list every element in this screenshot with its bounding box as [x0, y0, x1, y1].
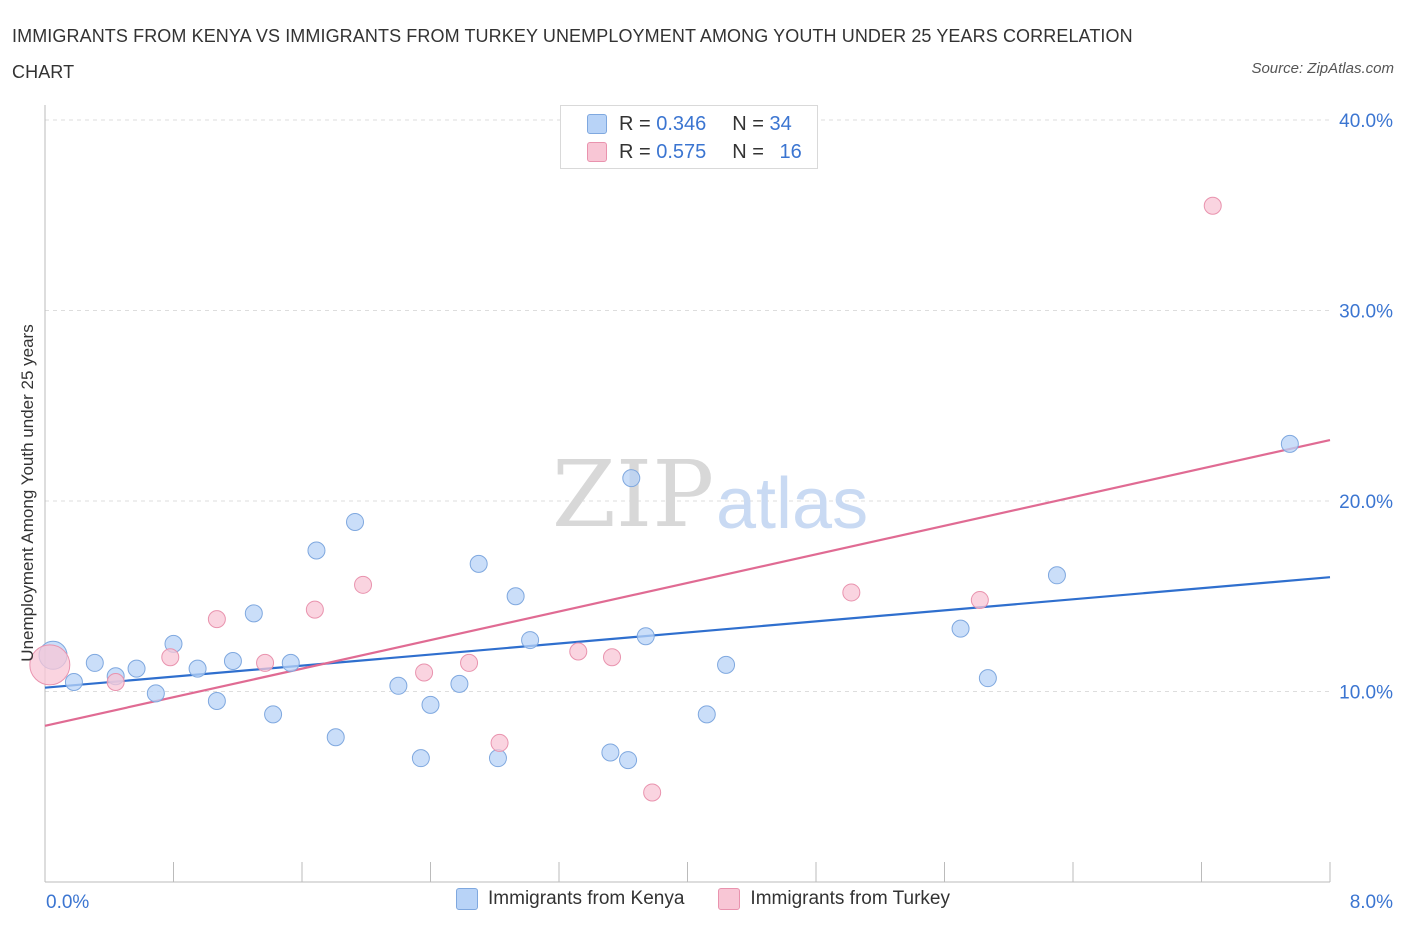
kenya-point [389, 676, 408, 695]
turkey-point [161, 648, 180, 667]
kenya-point [64, 672, 83, 691]
kenya-point [619, 751, 638, 770]
legend-item-turkey: Immigrants from Turkey [718, 888, 950, 910]
legend-label-turkey: Immigrants from Turkey [750, 888, 950, 909]
trend-line-kenya [44, 576, 1331, 689]
legend-row-turkey: R = 0.575 N = 16 [587, 139, 802, 165]
kenya-point [85, 653, 104, 672]
turkey-point [354, 575, 373, 594]
turkey-point [1203, 196, 1222, 215]
watermark-atlas: atlas [716, 464, 868, 544]
x-tick-label: 8.0% [1350, 892, 1393, 913]
turkey-legend-swatch [718, 888, 741, 910]
kenya-point [697, 705, 716, 724]
legend-row-kenya: R = 0.346 N = 34 [587, 111, 792, 137]
watermark-zip: ZIP [552, 441, 714, 548]
kenya-point [450, 674, 469, 693]
turkey-point [970, 591, 989, 610]
turkey-point [207, 610, 226, 629]
turkey-swatch [587, 142, 607, 162]
kenya-point [978, 669, 997, 688]
kenya-point [421, 695, 440, 714]
kenya-swatch [587, 114, 607, 134]
turkey-point [305, 600, 324, 619]
kenya-point [307, 541, 326, 560]
kenya-point [636, 627, 655, 646]
kenya-point [951, 619, 970, 638]
turkey-point [460, 653, 479, 672]
y-tick-label: 30.0% [1339, 302, 1393, 323]
axes [44, 105, 1331, 883]
data-points [29, 196, 1299, 802]
kenya-point [717, 655, 736, 674]
y-tick-label: 20.0% [1339, 492, 1393, 513]
kenya-point [207, 692, 226, 711]
legend-r-label: R = [619, 112, 657, 135]
kenya-point [281, 653, 300, 672]
legend-n-value: 34 [769, 112, 792, 135]
tick-labels: 10.0% 20.0% 30.0% 40.0% 0.0% 8.0% [46, 111, 1393, 913]
turkey-point [29, 644, 71, 686]
kenya-point [127, 659, 146, 678]
kenya-point [326, 728, 345, 747]
kenya-point [146, 684, 165, 703]
kenya-point [411, 749, 430, 768]
series-legend: Immigrants from Kenya Immigrants from Tu… [0, 888, 1406, 910]
kenya-point [622, 469, 641, 488]
kenya-point [488, 749, 507, 768]
turkey-point [490, 733, 509, 752]
kenya-point [506, 587, 525, 606]
kenya-point [264, 705, 283, 724]
kenya-point [346, 512, 365, 531]
turkey-point [842, 583, 861, 602]
legend-n-label: N = [732, 112, 770, 135]
legend-label-kenya: Immigrants from Kenya [488, 888, 685, 909]
kenya-point [188, 659, 207, 678]
legend-n-value: 16 [779, 140, 802, 163]
correlation-legend: R = 0.346 N = 34 R = 0.575 N = 16 [560, 105, 818, 169]
turkey-point [415, 663, 434, 682]
kenya-point [1047, 566, 1066, 585]
chart-title: IMMIGRANTS FROM KENYA VS IMMIGRANTS FROM… [12, 26, 1133, 82]
y-tick-label: 40.0% [1339, 111, 1393, 132]
kenya-point [521, 631, 540, 650]
turkey-point [256, 653, 275, 672]
trend-line-turkey [44, 438, 1331, 727]
kenya-point [601, 743, 620, 762]
y-axis-label: Unemployment Among Youth under 25 years [18, 324, 37, 662]
legend-r-value: 0.346 [656, 112, 707, 135]
kenya-point [244, 604, 263, 623]
kenya-point [469, 554, 488, 573]
watermark: ZIP atlas [552, 441, 868, 548]
kenya-legend-swatch [456, 888, 479, 910]
legend-n-label: N = [732, 140, 770, 163]
y-tick-label: 10.0% [1339, 683, 1393, 704]
x-tick-label: 0.0% [46, 892, 89, 913]
legend-item-kenya: Immigrants from Kenya [456, 888, 684, 910]
turkey-point [603, 648, 622, 667]
turkey-point [569, 642, 588, 661]
turkey-point [643, 783, 662, 802]
source-note: Source: ZipAtlas.com [1251, 60, 1394, 77]
kenya-point [1280, 434, 1299, 453]
legend-r-value: 0.575 [656, 140, 707, 163]
kenya-point [223, 652, 242, 671]
turkey-point [106, 672, 125, 691]
grid-lines [45, 119, 1330, 692]
legend-r-label: R = [619, 140, 657, 163]
